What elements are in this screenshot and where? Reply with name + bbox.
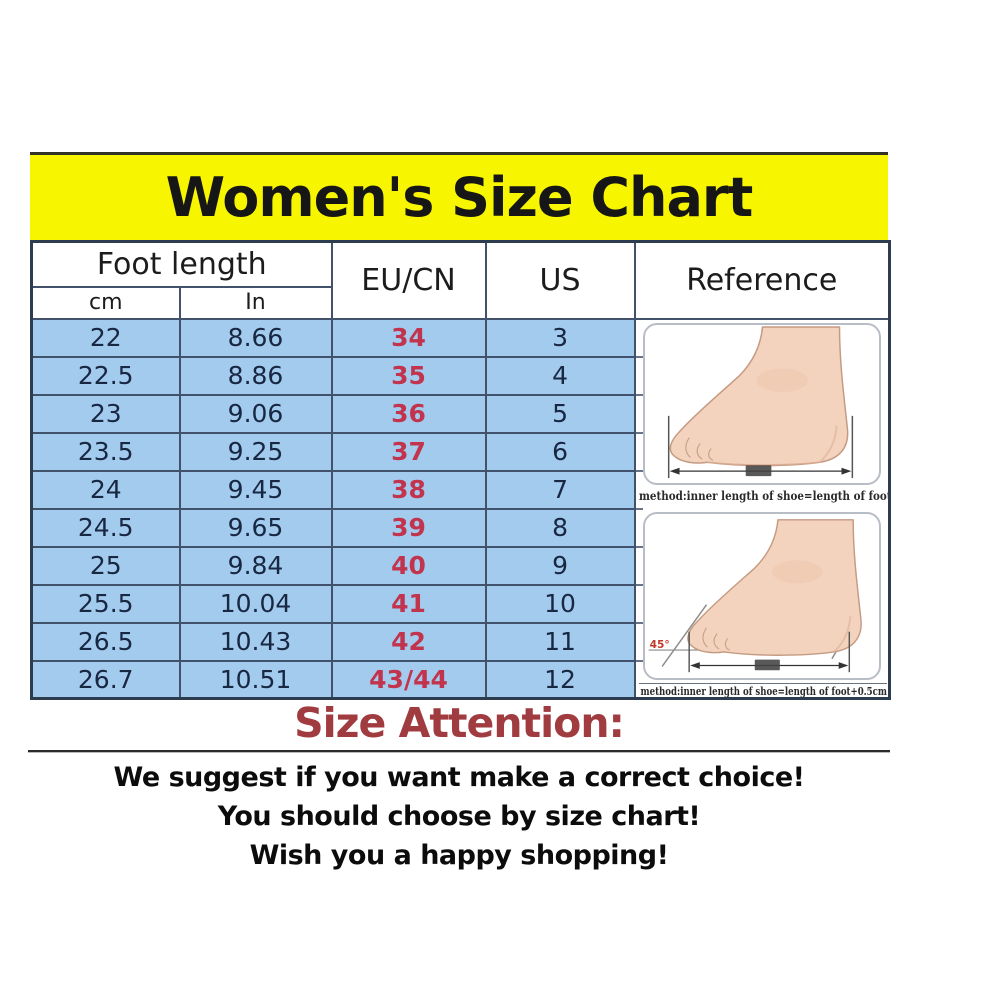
cell-foot-in: 9.25 <box>178 431 333 472</box>
table-row: 25.5 10.04 41 10 <box>30 583 890 624</box>
table-row: 24 9.45 38 7 <box>30 469 890 510</box>
cell-eu-cn: 37 <box>330 431 487 472</box>
cell-foot-in: 9.65 <box>178 507 333 548</box>
col-header-us: US <box>484 240 636 320</box>
table-row: 24.5 9.65 39 8 <box>30 507 890 548</box>
cell-eu-cn: 36 <box>330 393 487 434</box>
cell-eu-cn: 41 <box>330 583 487 624</box>
cell-foot-cm: 23 <box>30 393 181 434</box>
table-row: 22 8.66 34 3 <box>30 317 891 700</box>
cell-us: 10 <box>484 583 636 624</box>
figure-1-caption: method:inner length of shoe=length of fo… <box>638 488 890 503</box>
top-border-line <box>30 152 888 155</box>
row-separator-stubs <box>636 320 643 697</box>
measurement-arrow <box>687 631 850 672</box>
table-row: 22.5 8.86 35 4 <box>30 355 890 396</box>
cell-foot-in: 9.45 <box>178 469 333 510</box>
cell-us: 7 <box>484 469 636 510</box>
size-attention-heading: Size Attention: <box>294 699 625 747</box>
attention-text-block: We suggest if you want make a correct ch… <box>30 758 888 875</box>
foot-shape <box>669 325 848 466</box>
col-header-cm: cm <box>30 285 181 320</box>
foot-shape <box>686 518 862 656</box>
attention-line-1: We suggest if you want make a correct ch… <box>113 762 805 793</box>
foot-illustration-icon <box>667 325 853 478</box>
foot-illustration-icon: 45° <box>648 518 862 672</box>
page-title: Women's Size Chart <box>165 166 754 229</box>
cell-us: 9 <box>484 545 636 586</box>
attention-line-3: Wish you a happy shopping! <box>249 840 669 871</box>
cell-eu-cn: 43/44 <box>330 659 487 700</box>
header-row-2: cm In <box>30 285 890 320</box>
cell-us: 5 <box>484 393 636 434</box>
foot-measure-figure-1 <box>642 322 881 485</box>
cell-foot-cm: 24 <box>30 469 181 510</box>
cell-foot-in: 9.84 <box>178 545 333 586</box>
cell-foot-cm: 26.5 <box>30 621 181 662</box>
col-header-reference: Reference <box>633 240 891 320</box>
table-row: 26.7 10.51 43/44 12 <box>30 659 890 700</box>
table-row: 25 9.84 40 9 <box>30 545 890 586</box>
title-banner: Women's Size Chart <box>30 155 888 240</box>
divider-line <box>28 750 890 753</box>
reference-cell: method:inner length of shoe=length of fo… <box>633 317 891 700</box>
cell-foot-cm: 26.7 <box>30 659 181 700</box>
cell-foot-in: 10.04 <box>178 583 333 624</box>
table-row: 23.5 9.25 37 6 <box>30 431 890 472</box>
size-table: Foot length EU/CN US Reference cm In 22 … <box>30 240 892 700</box>
cell-eu-cn: 34 <box>330 317 487 358</box>
cell-eu-cn: 42 <box>330 621 487 662</box>
measurement-arrow <box>667 415 853 478</box>
cell-eu-cn: 40 <box>330 545 487 586</box>
col-header-foot-length: Foot length <box>30 240 333 288</box>
cell-foot-cm: 22.5 <box>30 355 181 396</box>
cell-eu-cn: 38 <box>330 469 487 510</box>
cell-foot-cm: 25 <box>30 545 181 586</box>
col-header-in: In <box>178 285 333 320</box>
table-row: 26.5 10.43 42 11 <box>30 621 890 662</box>
angle-45-label: 45° <box>649 638 669 651</box>
col-header-eu-cn: EU/CN <box>330 240 487 320</box>
cell-us: 8 <box>484 507 636 548</box>
cell-foot-cm: 24.5 <box>30 507 181 548</box>
cell-foot-cm: 22 <box>30 317 181 358</box>
cell-us: 3 <box>484 317 636 358</box>
cell-foot-in: 8.66 <box>178 317 333 358</box>
foot-measure-figure-2: 45° <box>642 511 881 680</box>
figure-2-caption: method:inner length of shoe=length of fo… <box>638 682 888 698</box>
cell-foot-cm: 23.5 <box>30 431 181 472</box>
cell-foot-in: 10.51 <box>178 659 333 700</box>
table-row: 23 9.06 36 5 <box>30 393 890 434</box>
cell-eu-cn: 39 <box>330 507 487 548</box>
header-row-1: Foot length EU/CN US Reference <box>30 240 891 320</box>
cell-us: 12 <box>484 659 636 700</box>
cell-foot-in: 8.86 <box>178 355 333 396</box>
cell-foot-in: 9.06 <box>178 393 333 434</box>
cell-foot-cm: 25.5 <box>30 583 181 624</box>
attention-line-2: You should choose by size chart! <box>217 801 701 832</box>
measure-length-label <box>754 659 780 670</box>
cell-eu-cn: 35 <box>330 355 487 396</box>
cell-foot-in: 10.43 <box>178 621 333 662</box>
cell-us: 4 <box>484 355 636 396</box>
measure-length-label <box>745 464 771 476</box>
cell-us: 6 <box>484 431 636 472</box>
cell-us: 11 <box>484 621 636 662</box>
